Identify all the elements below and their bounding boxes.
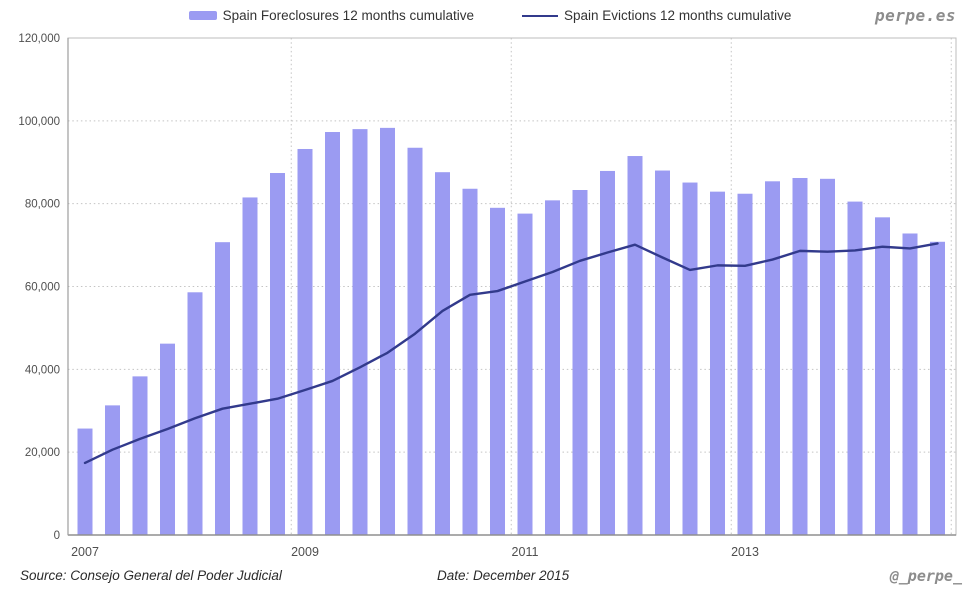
- y-tick-label: 40,000: [25, 364, 60, 376]
- x-tick-label: 2011: [512, 545, 539, 559]
- y-tick-label: 60,000: [25, 282, 60, 294]
- foreclosures-bar: [600, 170, 615, 535]
- y-tick-label: 80,000: [25, 199, 60, 211]
- foreclosures-bar: [380, 127, 395, 535]
- foreclosures-bar: [655, 170, 670, 536]
- foreclosures-bar: [572, 189, 588, 536]
- date-note: Date: December 2015: [437, 568, 570, 583]
- line-swatch-icon: [522, 14, 558, 17]
- x-tick-label: 2013: [731, 545, 759, 559]
- foreclosures-bar: [737, 193, 753, 535]
- twitter-handle: @_perpe_: [889, 567, 962, 585]
- legend-item-foreclosures: Spain Foreclosures 12 months cumulative: [188, 8, 474, 23]
- foreclosures-bar: [132, 376, 148, 535]
- bar-swatch-icon: [188, 11, 217, 20]
- y-tick-label: 120,000: [18, 33, 60, 45]
- foreclosures-bar: [765, 181, 780, 535]
- x-tick-label: 2009: [291, 545, 319, 559]
- y-tick-label: 100,000: [18, 116, 60, 128]
- foreclosures-bar: [105, 405, 120, 535]
- legend-item-evictions: Spain Evictions 12 months cumulative: [522, 8, 791, 23]
- foreclosures-bar: [325, 132, 340, 535]
- foreclosures-bar: [490, 207, 505, 535]
- foreclosures-bar: [902, 233, 918, 535]
- foreclosures-bar: [875, 217, 890, 535]
- foreclosures-bar: [77, 428, 93, 535]
- foreclosures-bar: [297, 148, 313, 535]
- source-note: Source: Consejo General del Poder Judici…: [20, 568, 282, 583]
- legend-label-evictions: Spain Evictions 12 months cumulative: [564, 8, 792, 23]
- foreclosures-bar: [407, 147, 423, 536]
- foreclosures-bar: [215, 242, 230, 535]
- foreclosures-bar: [270, 173, 285, 536]
- foreclosures-bar: [435, 172, 450, 535]
- y-tick-label: 20,000: [25, 447, 60, 459]
- foreclosures-bar: [187, 292, 203, 535]
- legend-label-foreclosures: Spain Foreclosures 12 months cumulative: [222, 8, 474, 23]
- foreclosures-bar: [820, 178, 835, 536]
- evictions-line: [83, 242, 939, 465]
- foreclosures-bar: [160, 343, 175, 535]
- foreclosures-bar: [847, 201, 863, 536]
- foreclosures-bar: [517, 213, 533, 535]
- foreclosures-bar: [462, 188, 478, 536]
- site-logo: perpe.es: [874, 6, 956, 25]
- chart-legend: Spain Foreclosures 12 months cumulative …: [0, 8, 980, 23]
- foreclosures-bar: [352, 129, 368, 535]
- foreclosures-bar: [545, 200, 560, 535]
- foreclosures-bar: [627, 156, 643, 535]
- foreclosures-bar: [710, 191, 725, 536]
- x-tick-label: 2007: [71, 545, 99, 559]
- y-tick-label: 0: [54, 530, 60, 542]
- foreclosures-bar: [792, 177, 808, 535]
- foreclosures-bar: [682, 182, 698, 535]
- foreclosures-bar: [242, 197, 258, 535]
- foreclosures-bar: [930, 241, 945, 535]
